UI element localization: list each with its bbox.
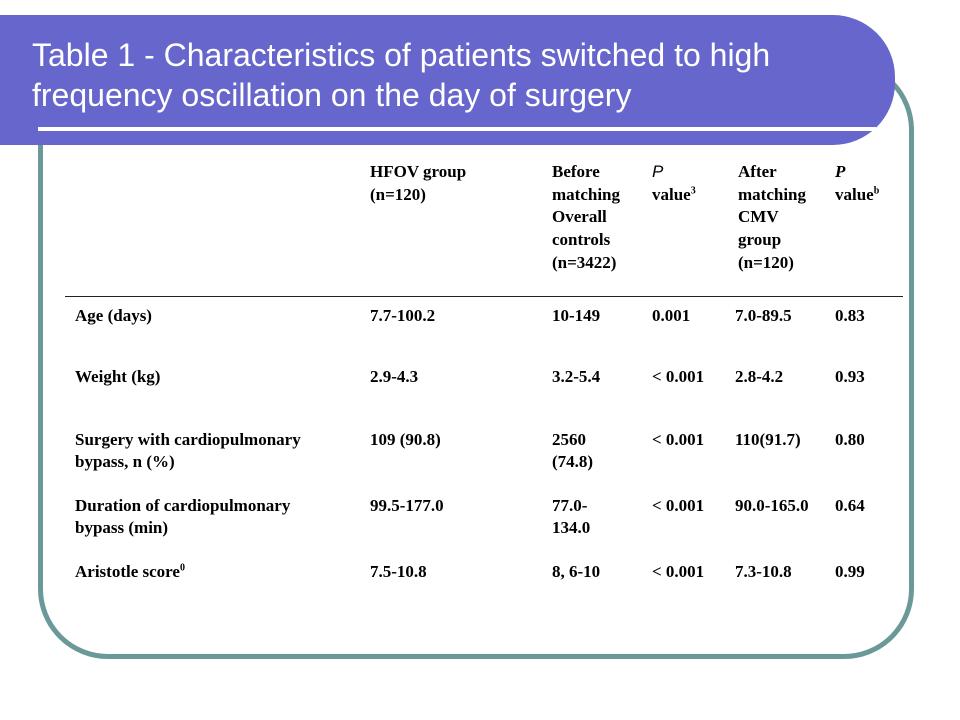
- cell-hfov: 2.9-4.3: [370, 367, 419, 386]
- header-overall-controls: Before matching Overall controls (n=3422…: [552, 162, 620, 272]
- label-text: Aristotle score: [75, 562, 180, 581]
- cell-p-value: < 0.001: [652, 496, 705, 515]
- cell-p-value-b: 0.99: [835, 562, 865, 581]
- cell-p-value: < 0.001: [652, 562, 705, 581]
- header-rule: [65, 296, 903, 297]
- value-word: value: [835, 184, 874, 204]
- footnote-marker: 0: [179, 562, 185, 574]
- p-symbol: P: [652, 162, 664, 181]
- cell-cmv: 110(91.7): [735, 430, 801, 449]
- cell-cmv: 7.3-10.8: [735, 562, 792, 581]
- cell-p-value: < 0.001: [652, 430, 705, 449]
- cell-cmv: 2.8-4.2: [735, 367, 784, 386]
- title-underline: [38, 127, 876, 131]
- value-word: value: [652, 184, 691, 204]
- row-label-weight: Weight (kg): [75, 367, 161, 386]
- title-banner: [0, 15, 895, 145]
- footnote-marker: b: [873, 185, 880, 197]
- row-label-surgery-cpb: Surgery with cardiopulmonary bypass, n (…: [75, 430, 301, 471]
- cell-hfov: 7.7-100.2: [370, 306, 436, 325]
- cell-hfov: 99.5-177.0: [370, 496, 444, 515]
- cell-overall-controls: 2560 (74.8): [552, 430, 594, 471]
- cell-p-value: 0.001: [652, 306, 691, 325]
- row-label-cpb-duration: Duration of cardiopulmonary bypass (min): [75, 496, 291, 537]
- cell-overall-controls: 77.0-134.0: [552, 496, 591, 537]
- cell-p-value-b: 0.80: [835, 430, 865, 449]
- cell-p-value-b: 0.93: [835, 367, 865, 386]
- cell-hfov: 7.5-10.8: [370, 562, 427, 581]
- cell-overall-controls: 3.2-5.4: [552, 367, 601, 386]
- footnote-marker: 3: [690, 185, 696, 197]
- cell-overall-controls: 8, 6-10: [552, 562, 601, 581]
- slide-title: Table 1 - Characteristics of patients sw…: [32, 37, 771, 113]
- p-symbol: P: [835, 162, 846, 181]
- header-p-value-b: P valueb: [835, 161, 885, 206]
- cell-p-value-b: 0.83: [835, 306, 865, 325]
- header-hfov-group: HFOV group (n=120): [370, 162, 467, 204]
- row-label-age: Age (days): [75, 306, 152, 325]
- header-p-value: P value3: [652, 161, 702, 206]
- row-label-aristotle: Aristotle score0: [75, 561, 325, 583]
- cell-cmv: 90.0-165.0: [735, 496, 809, 515]
- cell-p-value-b: 0.64: [835, 496, 865, 515]
- cell-cmv: 7.0-89.5: [735, 306, 792, 325]
- cell-overall-controls: 10-149: [552, 306, 601, 325]
- header-cmv-group: After matching CMV group (n=120): [738, 162, 806, 272]
- cell-hfov: 109 (90.8): [370, 430, 441, 449]
- cell-p-value: < 0.001: [652, 367, 705, 386]
